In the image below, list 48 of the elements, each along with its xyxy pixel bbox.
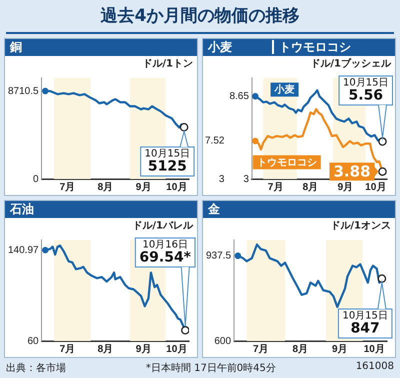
- data-label: 5.56: [348, 88, 384, 104]
- y2-tick-label: 7.52: [204, 136, 225, 147]
- x-tick-label: 9月: [332, 344, 348, 355]
- x-tick-label: 7月: [268, 182, 284, 193]
- y-tick-label: 600: [214, 336, 232, 347]
- x-tick-label: 8月: [98, 344, 114, 355]
- x-tick-label: 9月: [136, 182, 152, 193]
- data-label: 847: [350, 320, 380, 337]
- annotation: 10月15日: [342, 310, 388, 322]
- x-tick-label: 10月: [364, 344, 385, 355]
- y-tick-label: 937.5: [206, 250, 232, 262]
- y-axis-title: ドル/1ブッシェル: [310, 58, 392, 70]
- y-tick-label: 0: [33, 174, 40, 185]
- series-label: トウモロコシ: [256, 157, 317, 168]
- x-tick-label: 8月: [302, 182, 318, 193]
- x-tick-label: 10月: [365, 182, 386, 193]
- y-axis-title: ドル/1トン: [142, 58, 193, 70]
- data-label: 69.54*: [139, 250, 192, 266]
- x-tick-label: 8月: [292, 344, 308, 355]
- y-tick-label: 8.65: [229, 91, 250, 102]
- annotation: 10月15日: [343, 78, 388, 89]
- x-tick-label: 10月: [166, 182, 188, 193]
- chart-title: 小麦: [208, 40, 232, 54]
- source-note: 出典：各市場: [6, 362, 66, 375]
- series-label: 小麦: [274, 84, 295, 96]
- x-tick-label: 9月: [136, 344, 152, 355]
- y-axis-title: ドル/1バレル: [132, 220, 194, 232]
- data-label: 5125: [148, 158, 187, 175]
- y-tick-label: 140.97: [8, 244, 40, 256]
- y-axis-title: ドル/1オンス: [330, 220, 391, 232]
- x-tick-label: 7月: [60, 344, 76, 355]
- x-tick-label: 7月: [253, 344, 269, 355]
- y-tick-label: 60: [27, 336, 40, 347]
- y-tick-label: 8710.5: [8, 86, 40, 97]
- chart-title: 銅: [10, 40, 22, 54]
- x-tick-label: 10月: [166, 344, 188, 355]
- x-tick-label: 7月: [60, 182, 76, 193]
- data-label: 3.88: [333, 162, 370, 180]
- chart-title: 石油: [10, 202, 34, 216]
- annotation: 10月16日: [142, 240, 188, 251]
- x-tick-label: 9月: [338, 182, 354, 193]
- text: 161008: [356, 361, 394, 374]
- chart-subtitle: トウモロコシ: [272, 40, 351, 54]
- x-tick-label: 8月: [98, 182, 114, 193]
- text: 過去4か月間の物価の推移: [100, 5, 300, 27]
- text: *日本時間 17日午前0時45分: [146, 362, 276, 375]
- chart-title: 金: [208, 202, 220, 216]
- annotation: 10月15日: [144, 148, 190, 160]
